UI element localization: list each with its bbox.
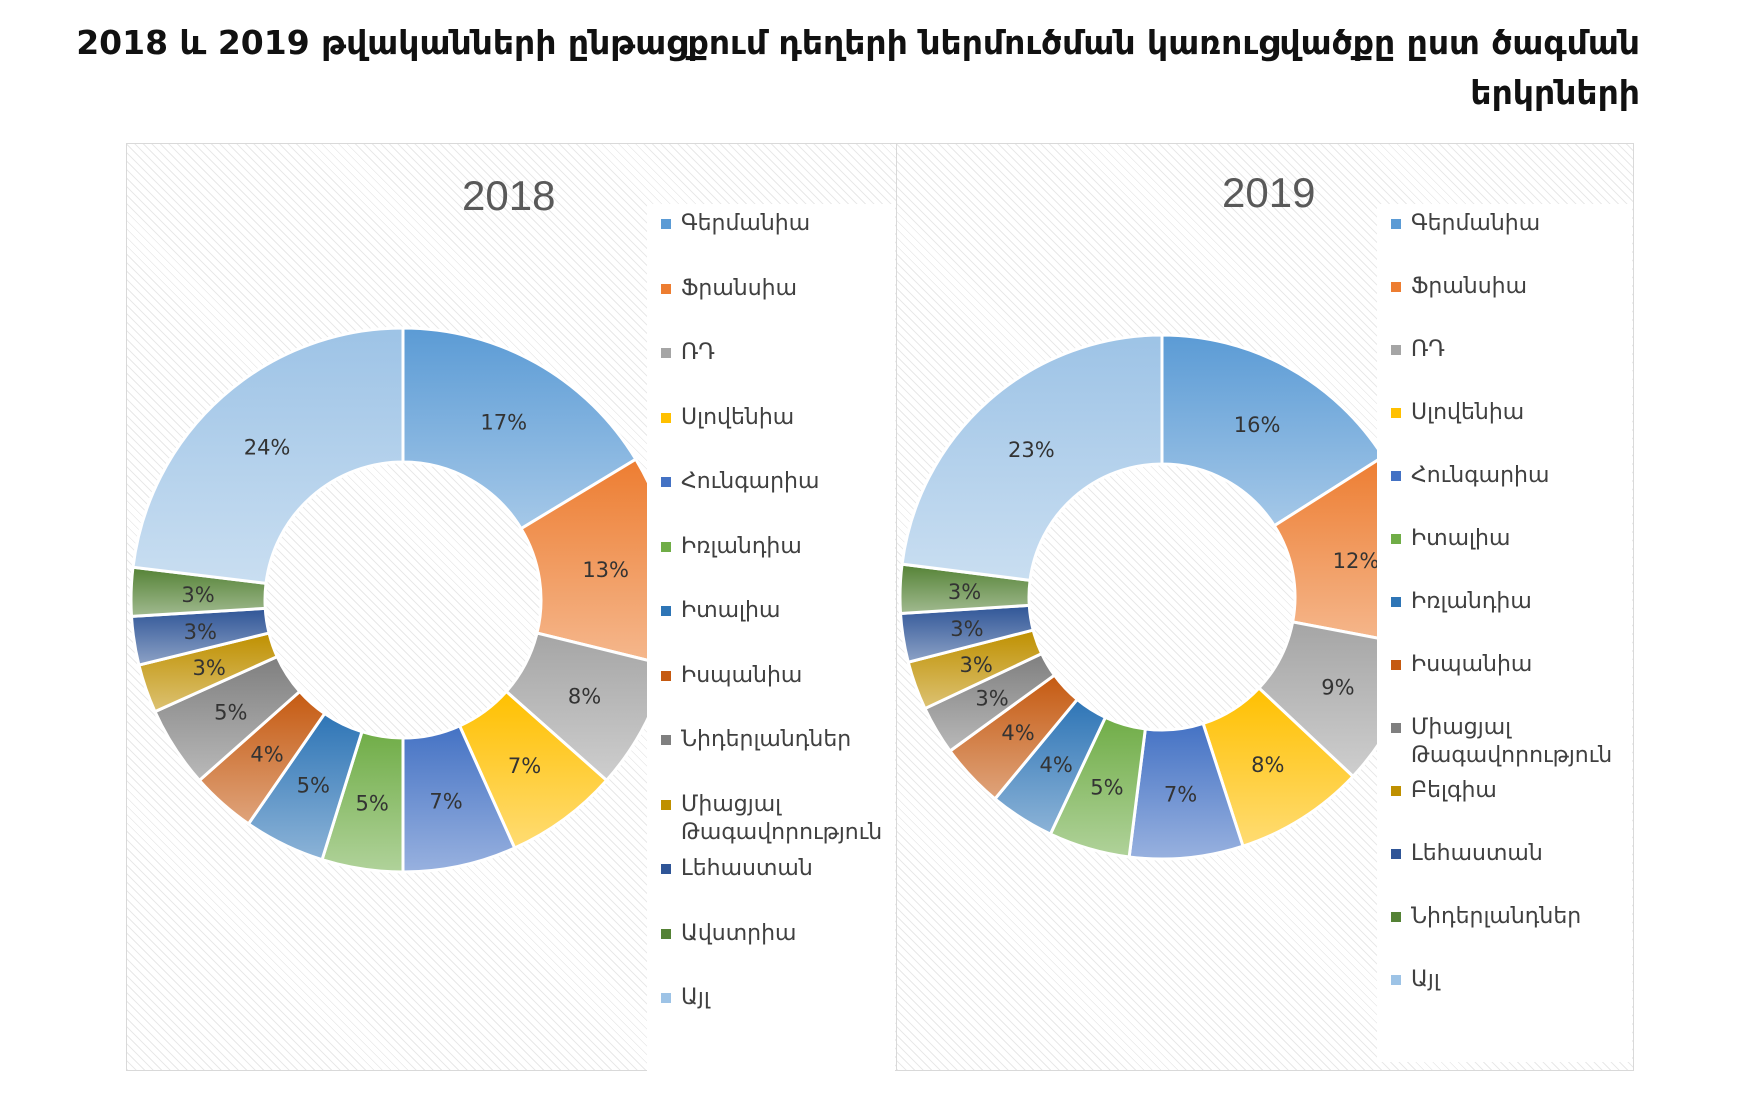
legend-label: Սլովենիա <box>1411 400 1525 425</box>
legend-swatch <box>661 541 671 552</box>
data-label-2018-13: 24% <box>244 436 291 460</box>
legend-swatch <box>1391 471 1401 481</box>
data-label-2018-10: 3% <box>193 656 226 680</box>
slice-2019-13 <box>900 333 1164 583</box>
legend-swatch <box>661 477 671 487</box>
legend-label: Գերմանիա <box>1411 211 1541 236</box>
legend-label: ՌԴ <box>1411 337 1445 362</box>
slice-2018-1 <box>401 326 638 531</box>
data-label-2018-9: 5% <box>214 700 247 724</box>
legend-label: Լեհաստան <box>1411 841 1543 866</box>
legend-label: Գերմանիա <box>681 211 811 236</box>
data-label-2019-8: 4% <box>1001 721 1034 745</box>
legend-swatch <box>661 864 671 874</box>
chart-title-2018: 2018 <box>462 172 556 219</box>
legend-label: Հունգարիա <box>1411 463 1550 488</box>
data-label-2018-1: 17% <box>480 410 527 434</box>
legend-label: Իտալիա <box>1411 526 1511 551</box>
legend-label: Սլովենիա <box>681 404 795 430</box>
data-label-2018-8: 4% <box>250 742 283 766</box>
donut-chart-2018: 17%13%8%7%7%5%5%4%5%3%3%3%24% <box>129 326 677 874</box>
legend-label: Այլ <box>681 985 710 1010</box>
data-label-2018-2: 13% <box>582 558 629 582</box>
data-label-2018-3: 8% <box>568 684 601 708</box>
slice-2018-13 <box>131 326 405 586</box>
legend-label: Նիդերլանդներ <box>1411 904 1582 929</box>
legend-label: Լեհաստան <box>681 856 813 881</box>
legend-label: Բելգիա <box>1411 778 1497 803</box>
legend-swatch <box>661 219 671 229</box>
donut-chart-2019: 16% 12% 9% 8% 7% 5% 4%4% 3% 3% 3% 3% 23% <box>898 333 1426 861</box>
legend-label: Միացյալ Թագավորություն <box>1411 715 1613 768</box>
data-label-2018-6: 5% <box>355 792 388 816</box>
legend-label: Իսպանիա <box>1411 652 1533 677</box>
data-label-2019-7: 4% <box>1040 753 1073 777</box>
legend-swatch <box>1391 219 1401 229</box>
data-label-2018-4: 7% <box>508 754 541 778</box>
legend-swatch <box>661 735 671 745</box>
legend-label: ՌԴ <box>681 340 715 365</box>
page-title: 2018 և 2019 թվականների ընթացքում դեղերի … <box>76 23 1640 112</box>
legend-label: Ավստրիա <box>681 920 797 946</box>
legend-label: Այլ <box>1411 967 1440 992</box>
legend-label: Իտալիա <box>681 598 781 623</box>
legend-swatch <box>1391 912 1401 922</box>
data-label-2019-4: 8% <box>1251 753 1284 777</box>
legend-2019: Գերմանիա Ֆրանսիա ՌԴ Սլովենիա Հունգարիա Իտալիա… <box>1377 204 1632 1062</box>
legend-label: Հունգարիա <box>681 469 820 494</box>
chart-2018: 17% 13% 8% 7% 7% 5% 5% 4% 5% 3% 3% 3% 24% 2018 Գերմա… <box>126 143 897 1072</box>
legend-swatch <box>1391 786 1401 796</box>
legend-swatch <box>1391 282 1401 292</box>
data-label-2019-9: 3% <box>975 687 1008 711</box>
data-label-2018-5: 7% <box>429 789 462 813</box>
legend-swatch <box>661 993 671 1003</box>
data-label-2019-6: 5% <box>1090 776 1123 800</box>
chart-title-2019: 2019 <box>1222 169 1316 216</box>
legend-swatch <box>661 928 671 939</box>
legend-swatch <box>1391 975 1401 985</box>
legend-label: Իսպանիա <box>681 662 803 688</box>
data-label-2019-13: 23% <box>1008 438 1055 462</box>
data-label-2019-1: 16% <box>1234 413 1281 437</box>
legend-swatch <box>661 670 671 681</box>
data-label-2018-12: 3% <box>181 583 214 607</box>
legend-label: Ֆրանսիա <box>1411 274 1528 299</box>
data-label-2019-12: 3% <box>948 580 981 604</box>
legend-swatch <box>1391 723 1401 733</box>
legend-swatch <box>661 283 671 294</box>
legend-swatch <box>1391 534 1401 544</box>
legend-swatch <box>1391 849 1401 859</box>
data-label-2019-10: 3% <box>960 653 993 677</box>
data-label-2019-11: 3% <box>950 617 983 641</box>
legend-swatch <box>661 348 671 358</box>
legend-swatch <box>1391 408 1401 418</box>
slice-2019-1 <box>1160 333 1386 528</box>
legend-swatch <box>661 799 671 810</box>
data-label-2018-7: 5% <box>297 773 330 797</box>
legend-label: Իռլանդիա <box>1411 589 1532 614</box>
legend-2018: Գերմանիա Ֆրանսիա ՌԴ Սլովենիա Հունգարիա Իռլանդ… <box>647 204 895 1072</box>
legend-label: Միացյալ Թագավորություն <box>681 791 883 845</box>
legend-label: Նիդերլանդներ <box>681 727 852 752</box>
data-label-2019-5: 7% <box>1164 783 1197 807</box>
legend-swatch <box>1391 660 1401 670</box>
legend-label: Իռլանդիա <box>681 533 802 559</box>
legend-swatch <box>661 606 671 616</box>
legend-label: Ֆրանսիա <box>681 275 798 301</box>
data-label-2019-2: 12% <box>1333 549 1380 573</box>
data-label-2019-3: 9% <box>1321 676 1354 700</box>
data-label-2018-11: 3% <box>184 620 217 644</box>
legend-swatch <box>1391 597 1401 607</box>
legend-swatch <box>661 412 671 423</box>
chart-2019: 16% 12% 9% 8% 7% 5% 4% 4% 3% 3% 3% 3% 23% 2019 Գերմա… <box>896 143 1634 1071</box>
legend-swatch <box>1391 345 1401 355</box>
